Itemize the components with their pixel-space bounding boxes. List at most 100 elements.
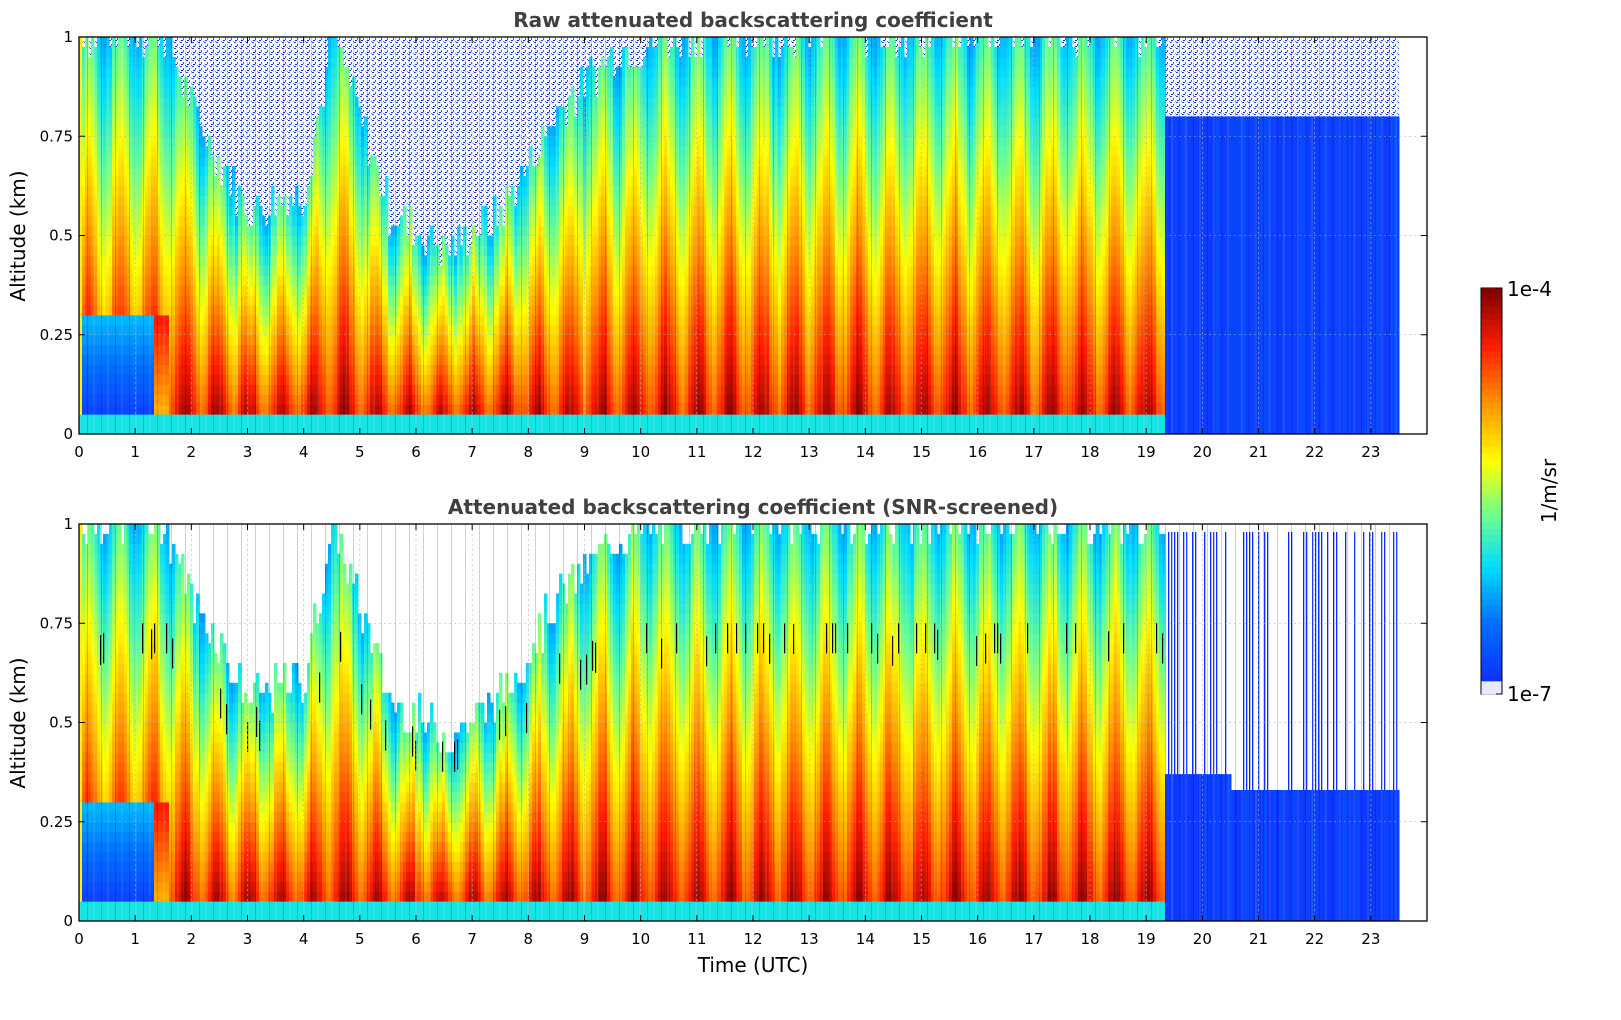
heatmap-image — [79, 37, 1400, 435]
colorbar-band — [1481, 319, 1502, 327]
colorbar-band — [1481, 592, 1502, 600]
colorbar-unit-label: 1/m/sr — [1537, 458, 1561, 523]
x-tick-label: 19 — [1137, 443, 1156, 461]
x-tick-label: 9 — [580, 443, 590, 461]
x-tick-label: 15 — [912, 443, 931, 461]
colorbar-band — [1481, 605, 1502, 612]
x-tick-label: 0 — [74, 930, 84, 948]
colorbar-band — [1481, 421, 1502, 428]
colorbar-band — [1481, 497, 1502, 504]
colorbar-band — [1481, 567, 1502, 574]
x-tick-label: 21 — [1249, 930, 1268, 948]
colorbar-band — [1481, 611, 1502, 619]
heatmap-image — [79, 524, 1400, 922]
y-axis-label: Altitude (km) — [6, 170, 30, 301]
x-tick-label: 5 — [355, 443, 365, 461]
colorbar-band — [1481, 364, 1502, 371]
colorbar-band — [1481, 643, 1502, 650]
colorbar-band — [1481, 408, 1502, 416]
colorbar-band — [1481, 484, 1502, 492]
colorbar-band — [1481, 395, 1502, 403]
colorbar-band — [1481, 338, 1502, 346]
x-tick-label: 23 — [1361, 443, 1380, 461]
y-tick-label: 0.5 — [49, 714, 73, 732]
colorbar-band — [1481, 389, 1502, 397]
colorbar-band — [1481, 662, 1502, 669]
colorbar-band — [1481, 294, 1502, 301]
colorbar-band — [1481, 332, 1502, 340]
streak-overlay — [79, 524, 1399, 921]
y-tick-label: 0.75 — [40, 127, 73, 145]
colorbar-band — [1481, 307, 1502, 314]
colorbar-band — [1481, 351, 1502, 359]
x-tick-label: 7 — [467, 930, 477, 948]
y-axis-label: Altitude (km) — [6, 657, 30, 788]
y-axis: 0 0.25 0.5 0.75 1 — [40, 28, 1427, 443]
x-tick-label: 17 — [1024, 443, 1043, 461]
colorbar: 1e-4 1e-7 1/m/sr — [1480, 277, 1561, 706]
y-tick-label: 0 — [63, 425, 73, 443]
colorbar-band — [1481, 624, 1502, 631]
colorbar-band — [1481, 681, 1502, 688]
x-tick-label: 3 — [243, 930, 253, 948]
x-axis: 0 1 2 3 4 5 6 7 8 9 10 11 12 13 14 15 16 17 18 19 20 21 22 23 — [74, 524, 1380, 948]
colorbar-band — [1481, 452, 1502, 460]
x-axis-label: Time (UTC) — [697, 953, 809, 977]
colorbar-band — [1481, 674, 1502, 682]
colorbar-band — [1481, 491, 1502, 498]
x-tick-label: 22 — [1305, 930, 1324, 948]
colorbar-band — [1481, 370, 1502, 378]
x-tick-label: 8 — [524, 930, 534, 948]
y-axis: 0 0.25 0.5 0.75 1 — [40, 515, 1427, 930]
colorbar-band — [1481, 617, 1502, 625]
colorbar-band — [1481, 300, 1502, 308]
x-tick-label: 16 — [968, 443, 987, 461]
x-tick-label: 21 — [1249, 443, 1268, 461]
x-tick-label: 1 — [130, 930, 140, 948]
x-tick-label: 18 — [1080, 443, 1099, 461]
grid-lines — [78, 523, 1427, 922]
x-tick-label: 1 — [130, 443, 140, 461]
x-tick-label: 20 — [1193, 930, 1212, 948]
x-tick-label: 22 — [1305, 443, 1324, 461]
colorbar-band — [1481, 655, 1502, 663]
x-tick-label: 4 — [299, 930, 309, 948]
x-tick-label: 12 — [743, 443, 762, 461]
x-tick-label: 2 — [187, 930, 197, 948]
x-tick-label: 8 — [524, 443, 534, 461]
colorbar-band — [1481, 630, 1502, 638]
chart-title: Attenuated backscattering coefficient (S… — [448, 495, 1058, 519]
colorbar-band — [1481, 649, 1502, 657]
x-tick-label: 0 — [74, 443, 84, 461]
colorbar-band — [1481, 516, 1502, 524]
x-tick-label: 12 — [743, 930, 762, 948]
y-tick-label: 0.75 — [40, 614, 73, 632]
colorbar-band — [1481, 548, 1502, 555]
colorbar-band — [1481, 440, 1502, 447]
x-tick-label: 4 — [299, 443, 309, 461]
colorbar-band — [1481, 427, 1502, 435]
colorbar-band — [1481, 446, 1502, 454]
x-tick-label: 3 — [243, 443, 253, 461]
x-tick-label: 5 — [355, 930, 365, 948]
x-tick-label: 11 — [687, 930, 706, 948]
y-tick-label: 1 — [63, 515, 73, 533]
colorbar-band — [1481, 586, 1502, 593]
colorbar-band — [1481, 573, 1502, 581]
colorbar-band — [1481, 579, 1502, 587]
colorbar-band — [1481, 503, 1502, 511]
streak-overlay — [79, 37, 1399, 434]
colorbar-bands — [1481, 288, 1502, 695]
colorbar-band — [1481, 471, 1502, 479]
colorbar-band — [1481, 465, 1502, 473]
colorbar-band — [1481, 478, 1502, 485]
colorbar-band — [1481, 687, 1502, 695]
colorbar-band — [1481, 345, 1502, 352]
x-tick-label: 6 — [411, 443, 421, 461]
x-tick-label: 18 — [1080, 930, 1099, 948]
colorbar-band — [1481, 529, 1502, 536]
grid-lines — [78, 36, 1427, 435]
colorbar-band — [1481, 433, 1502, 441]
colorbar-band — [1481, 560, 1502, 568]
